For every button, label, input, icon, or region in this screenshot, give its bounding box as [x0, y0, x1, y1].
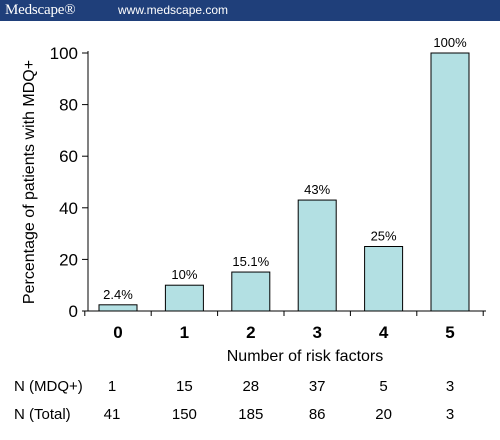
bar-2 [231, 271, 271, 312]
data-label-5: 100% [433, 35, 467, 50]
x-tick-label-1: 1 [180, 323, 189, 342]
x-tick-label-5: 5 [445, 323, 454, 342]
bar-4 [364, 246, 404, 312]
y-tick-label-40: 40 [59, 199, 78, 218]
x-tick-label-3: 3 [312, 323, 321, 342]
x-tick-label-0: 0 [113, 323, 122, 342]
y-tick-label-80: 80 [59, 96, 78, 115]
y-tick-label-60: 60 [59, 147, 78, 166]
table-cell: 41 [103, 406, 121, 423]
y-axis-title: Percentage of patients with MDQ+ [21, 60, 38, 304]
bar-1 [164, 284, 204, 312]
x-tick-label-4: 4 [379, 323, 389, 342]
medscape-logo: Medscape® [5, 2, 76, 18]
bar-0 [98, 304, 138, 312]
y-tick-label-20: 20 [59, 250, 78, 269]
table-cell: 3 [445, 378, 455, 395]
table-cell: 1 [107, 378, 117, 395]
data-label-2: 15.1% [232, 254, 269, 269]
table-row-label: N (MDQ+) [14, 378, 83, 395]
table-row-label: N (Total) [14, 406, 71, 423]
table-cell: 150 [171, 406, 197, 423]
table-cell: 86 [308, 406, 326, 423]
x-axis-title: Number of risk factors [227, 348, 383, 365]
table-cell: 15 [176, 378, 193, 395]
data-label-0: 2.4% [103, 287, 133, 302]
bar-5 [430, 52, 470, 312]
x-tick-label-2: 2 [246, 323, 255, 342]
table-cell: 28 [242, 378, 260, 395]
table-cell: 3 [445, 406, 455, 423]
data-label-3: 43% [304, 182, 330, 197]
table-cell: 5 [379, 378, 388, 395]
table-cell: 185 [238, 406, 264, 423]
y-tick-label-100: 100 [50, 44, 78, 63]
bar-3 [297, 199, 337, 312]
data-label-1: 10% [171, 267, 197, 282]
y-tick-label-0: 0 [69, 302, 78, 321]
site-url: www.medscape.com [118, 3, 229, 17]
table-cell: 20 [375, 406, 392, 423]
data-label-4: 25% [371, 229, 397, 244]
table-cell: 37 [308, 378, 326, 395]
header-banner: Medscape® www.medscape.com [0, 0, 500, 21]
